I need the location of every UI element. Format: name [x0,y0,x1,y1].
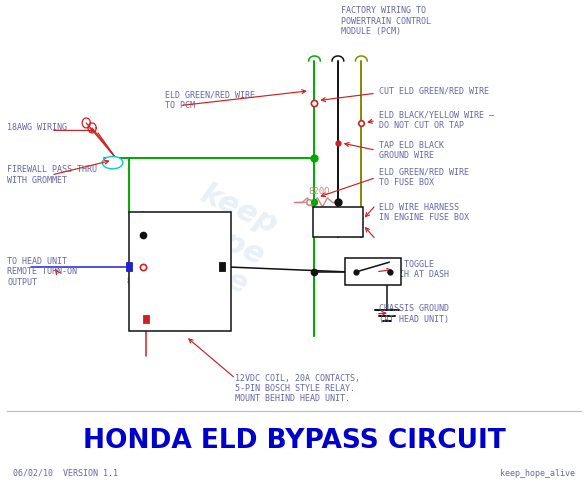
Text: CHASSIS GROUND
(AT HEAD UNIT): CHASSIS GROUND (AT HEAD UNIT) [379,304,449,324]
Bar [345,258,401,285]
Bar [126,262,132,271]
Text: 87: 87 [152,230,162,239]
Text: ELD GREEN/RED WIRE
TO PCM: ELD GREEN/RED WIRE TO PCM [165,91,255,110]
Text: 87a: 87a [152,262,167,271]
Text: ELD BLACK/YELLOW WIRE –
DO NOT CUT OR TAP: ELD BLACK/YELLOW WIRE – DO NOT CUT OR TA… [379,111,494,130]
Text: ELD GREEN/RED WIRE
TO FUSE BOX: ELD GREEN/RED WIRE TO FUSE BOX [379,168,469,187]
Text: 85: 85 [218,277,228,286]
Ellipse shape [102,157,123,169]
Bar [313,207,363,237]
Text: 30: 30 [155,314,165,323]
Text: TAP ELD BLACK
GROUND WIRE: TAP ELD BLACK GROUND WIRE [379,141,444,160]
Text: keep
hope
alive: keep hope alive [165,178,283,301]
Text: 12VDC COIL, 20A CONTACTS,
5-PIN BOSCH STYLE RELAY.
MOUNT BEHIND HEAD UNIT.: 12VDC COIL, 20A CONTACTS, 5-PIN BOSCH ST… [235,374,360,403]
Text: TO HEAD UNIT
REMOTE TURN-ON
OUTPUT: TO HEAD UNIT REMOTE TURN-ON OUTPUT [7,257,77,287]
Bar [129,212,231,331]
Text: CUT ELD GREEN/RED WIRE: CUT ELD GREEN/RED WIRE [379,86,489,95]
Text: SPST TOGGLE
SWITCH AT DASH: SPST TOGGLE SWITCH AT DASH [379,259,449,279]
Bar [219,262,225,271]
Text: 06/02/10  VERSION 1.1: 06/02/10 VERSION 1.1 [13,469,118,478]
Text: 86: 86 [126,277,136,286]
Text: HONDA ELD BYPASS CIRCUIT: HONDA ELD BYPASS CIRCUIT [83,428,505,454]
Text: FACTORY WIRING TO
POWERTRAIN CONTROL
MODULE (PCM): FACTORY WIRING TO POWERTRAIN CONTROL MOD… [341,6,431,36]
Text: ELD WIRE HARNESS
IN ENGINE FUSE BOX: ELD WIRE HARNESS IN ENGINE FUSE BOX [379,203,469,222]
Text: keep_hope_alive: keep_hope_alive [500,469,575,478]
Text: 820Ω: 820Ω [308,187,330,196]
Text: 18AWG WIRING: 18AWG WIRING [7,123,67,132]
Text: FIREWALL PASS-THRU
WITH GROMMET: FIREWALL PASS-THRU WITH GROMMET [7,165,97,185]
Bar [143,314,149,323]
